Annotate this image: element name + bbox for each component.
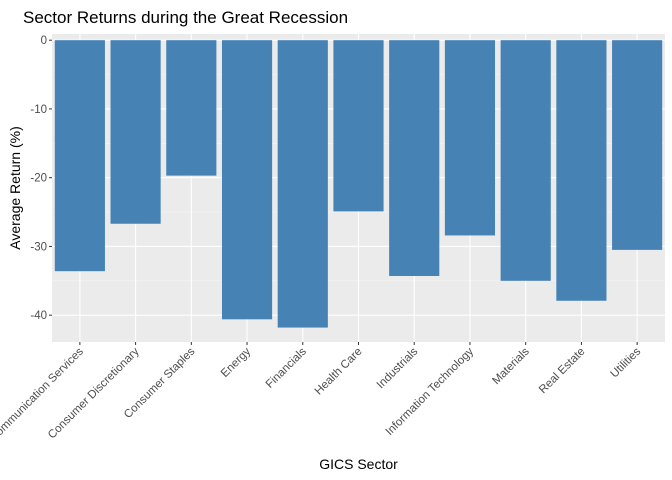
bar-series — [54, 40, 663, 328]
bar — [612, 40, 663, 250]
y-tick-label: -20 — [30, 173, 47, 185]
x-tick-label: Real Estate — [537, 346, 588, 397]
bar — [110, 40, 161, 224]
bar — [54, 40, 105, 272]
bar — [221, 40, 273, 320]
x-axis-title: GICS Sector — [319, 456, 398, 472]
x-tick-label: Financials — [264, 345, 309, 390]
x-tick-label: Communication Services — [0, 345, 86, 444]
bar — [333, 40, 384, 212]
y-tick-label: 0 — [41, 35, 47, 47]
bar — [166, 40, 217, 176]
chart-title: Sector Returns during the Great Recessio… — [23, 8, 348, 27]
x-tick-label: Industrials — [375, 345, 421, 391]
x-tick-label: Energy — [219, 345, 253, 379]
bar — [277, 40, 328, 328]
x-tick-label: Materials — [490, 345, 532, 387]
y-tick-label: -10 — [30, 104, 47, 116]
x-tick-label: Utilities — [609, 345, 644, 380]
bar — [500, 40, 551, 281]
y-axis: 0 -10 -20 -30 -40 — [30, 35, 52, 322]
y-tick-label: -30 — [30, 241, 47, 253]
x-tick-label: Health Care — [313, 346, 365, 398]
bar — [556, 40, 607, 301]
y-axis-title: Average Return (%) — [7, 126, 23, 249]
x-tick-label: Consumer Discretionary — [46, 345, 142, 441]
y-tick-label: -40 — [30, 310, 47, 322]
bar — [389, 40, 440, 276]
bar — [444, 40, 496, 236]
